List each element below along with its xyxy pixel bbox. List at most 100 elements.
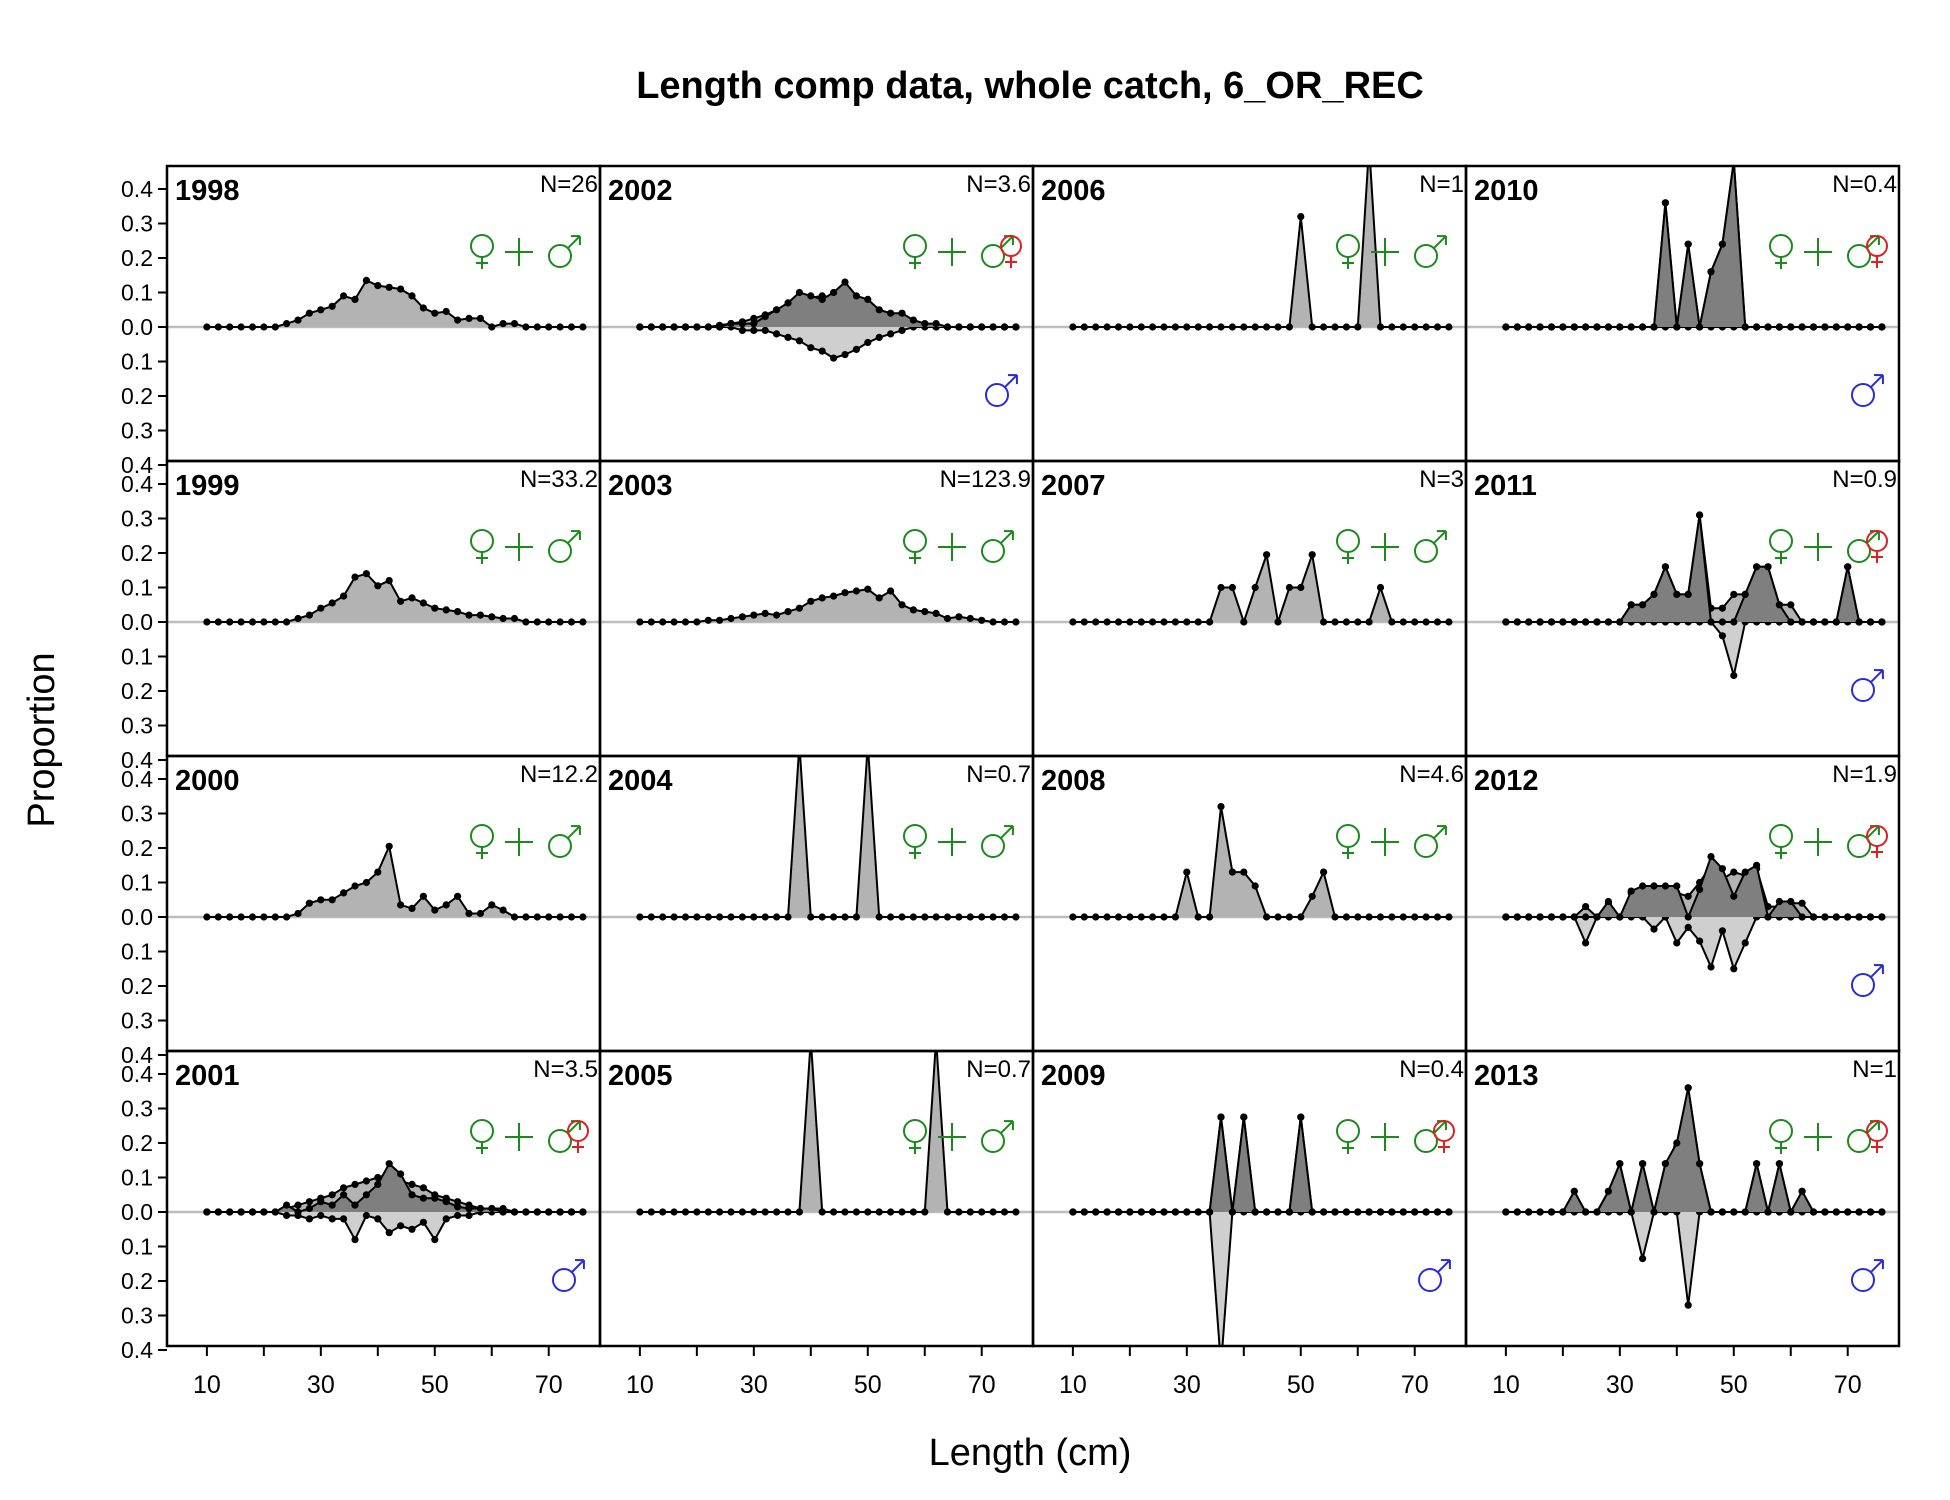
y-tick-label: 0.2 (121, 1130, 153, 1156)
female-series-point-54 (1320, 1208, 1328, 1216)
combined-series-point-54 (454, 1198, 462, 1206)
combined-series-point-68 (533, 618, 541, 626)
panel-2005: 2005 N=0.7 10 30 50 70 (598, 1036, 1035, 1399)
combined-series-point-64 (1376, 583, 1385, 592)
male-series-point-48 (852, 345, 861, 353)
plus-icon (1804, 238, 1832, 266)
combined-series-point-32 (761, 1208, 769, 1216)
combined-series-point-72 (1422, 618, 1430, 626)
x-tick-label: 70 (968, 1371, 996, 1399)
female-series-point-76 (579, 1208, 587, 1216)
combined-series-point-48 (419, 304, 427, 312)
combined-series-point-52 (875, 594, 883, 602)
female-series-point-56 (1764, 1208, 1772, 1216)
combined-series-point-72 (1422, 323, 1430, 331)
combined-series-point-56 (1331, 323, 1339, 331)
x-tick-label: 70 (1401, 1371, 1429, 1399)
combined-series-point-42 (385, 577, 393, 585)
female-series-point-58 (1775, 897, 1783, 906)
male-series-point-42 (1684, 1301, 1692, 1309)
panel-n-label: N=1.9 (1832, 761, 1897, 788)
female-series-point-74 (1866, 618, 1875, 626)
combined-series-point-26 (294, 1201, 302, 1209)
panel-1998: 1998 N=26 0.4 0.3 0.2 0.1 0.0 0.1 0.2 0.3 0.4 (121, 164, 602, 478)
combined-series-point-14 (226, 323, 234, 331)
combined-series-line (1072, 166, 1449, 328)
female-series-point-22 (1137, 1208, 1145, 1216)
female-series-point-60 (1787, 323, 1795, 331)
female-series-point-28 (305, 1204, 313, 1213)
combined-series-point-16 (670, 913, 678, 921)
x-tick-label: 30 (740, 1371, 768, 1399)
panel-1999: 1999 N=33.2 0.4 0.3 0.2 0.1 0.0 0.1 0.2 0.3 0.4 (121, 459, 602, 773)
female-series-point-28 (1171, 1208, 1179, 1216)
female-series-point-62 (1798, 1187, 1806, 1195)
combined-series-point-56 (465, 314, 473, 322)
panel-2000: 2000 N=12.2 0.4 0.3 0.2 0.1 0.0 0.1 0.2 0.3 0.4 (121, 754, 602, 1068)
female-symbol-icon (1336, 234, 1360, 269)
female-series-point-38 (1661, 882, 1669, 890)
female-series-point-14 (226, 1208, 234, 1216)
female-series-point-68 (1832, 618, 1840, 626)
male-series-point-42 (385, 1229, 393, 1237)
female-series-point-18 (1114, 1208, 1123, 1216)
combined-series-point-18 (1114, 618, 1123, 626)
combined-series-point-34 (340, 889, 348, 897)
combined-series-point-50 (431, 604, 439, 612)
female-series-point-24 (1582, 1208, 1590, 1216)
y-tick-label: 0.2 (121, 383, 153, 409)
combined-series-point-62 (933, 1036, 940, 1043)
female-series-point-64 (1809, 323, 1818, 331)
male-series-point-28 (305, 1215, 313, 1223)
female-series-point-72 (556, 1208, 564, 1216)
combined-series-point-50 (431, 906, 439, 914)
combined-series-point-48 (1285, 323, 1293, 331)
panel-plot-area (167, 276, 600, 331)
female-series-point-16 (1536, 1208, 1544, 1216)
y-tick-label: 0.0 (121, 609, 153, 635)
combined-series-point-30 (317, 604, 325, 612)
combined-series-point-18 (248, 323, 257, 331)
combined-series-point-16 (670, 1208, 678, 1216)
combined-series-point-40 (807, 1036, 814, 1043)
female-series-point-44 (830, 288, 838, 297)
female-series-point-54 (887, 309, 895, 317)
female-series-point-16 (670, 323, 678, 331)
combined-series-point-36 (351, 1180, 359, 1188)
female-series-point-34 (1639, 882, 1647, 890)
female-series-point-52 (875, 306, 883, 314)
combined-series-point-42 (818, 594, 826, 602)
panel-year-label: 2005 (608, 1060, 673, 1092)
female-series-point-18 (1547, 913, 1556, 921)
female-series-point-26 (1593, 323, 1601, 331)
female-series-point-42 (1684, 1084, 1692, 1092)
female-symbol-icon (903, 1119, 927, 1154)
female-series-point-64 (1809, 618, 1818, 626)
combined-series-area (1072, 166, 1449, 327)
female-series-point-28 (1604, 323, 1612, 331)
combined-series-point-76 (579, 323, 587, 331)
male-series-point-36 (1217, 1362, 1224, 1369)
panel-n-label: N=4.6 (1399, 761, 1464, 788)
y-tick-label: 0.3 (121, 211, 153, 237)
combined-series-point-42 (1251, 583, 1259, 592)
male-series-point-38 (362, 1211, 370, 1220)
combined-series-line (1072, 554, 1449, 626)
y-tick-label: 0.2 (121, 973, 153, 999)
combined-series-point-64 (943, 1208, 952, 1216)
panel-plot-area (1033, 551, 1466, 626)
female-series-line (1072, 1116, 1449, 1213)
female-series-point-50 (1297, 1113, 1305, 1121)
combined-series-point-34 (1206, 323, 1214, 331)
combined-series-point-54 (887, 587, 895, 595)
combined-series-point-54 (1320, 868, 1328, 876)
chart-title: Length comp data, whole catch, 6_OR_REC (636, 65, 1424, 107)
combined-series-point-62 (932, 609, 940, 618)
combined-series-point-48 (419, 1184, 427, 1192)
male-series-point-36 (784, 333, 792, 341)
combined-series-point-38 (1228, 868, 1236, 876)
y-tick-label: 0.4 (121, 471, 153, 497)
female-series-point-14 (1525, 913, 1533, 921)
female-series-area (639, 282, 1016, 327)
female-series-point-58 (1775, 1160, 1783, 1168)
